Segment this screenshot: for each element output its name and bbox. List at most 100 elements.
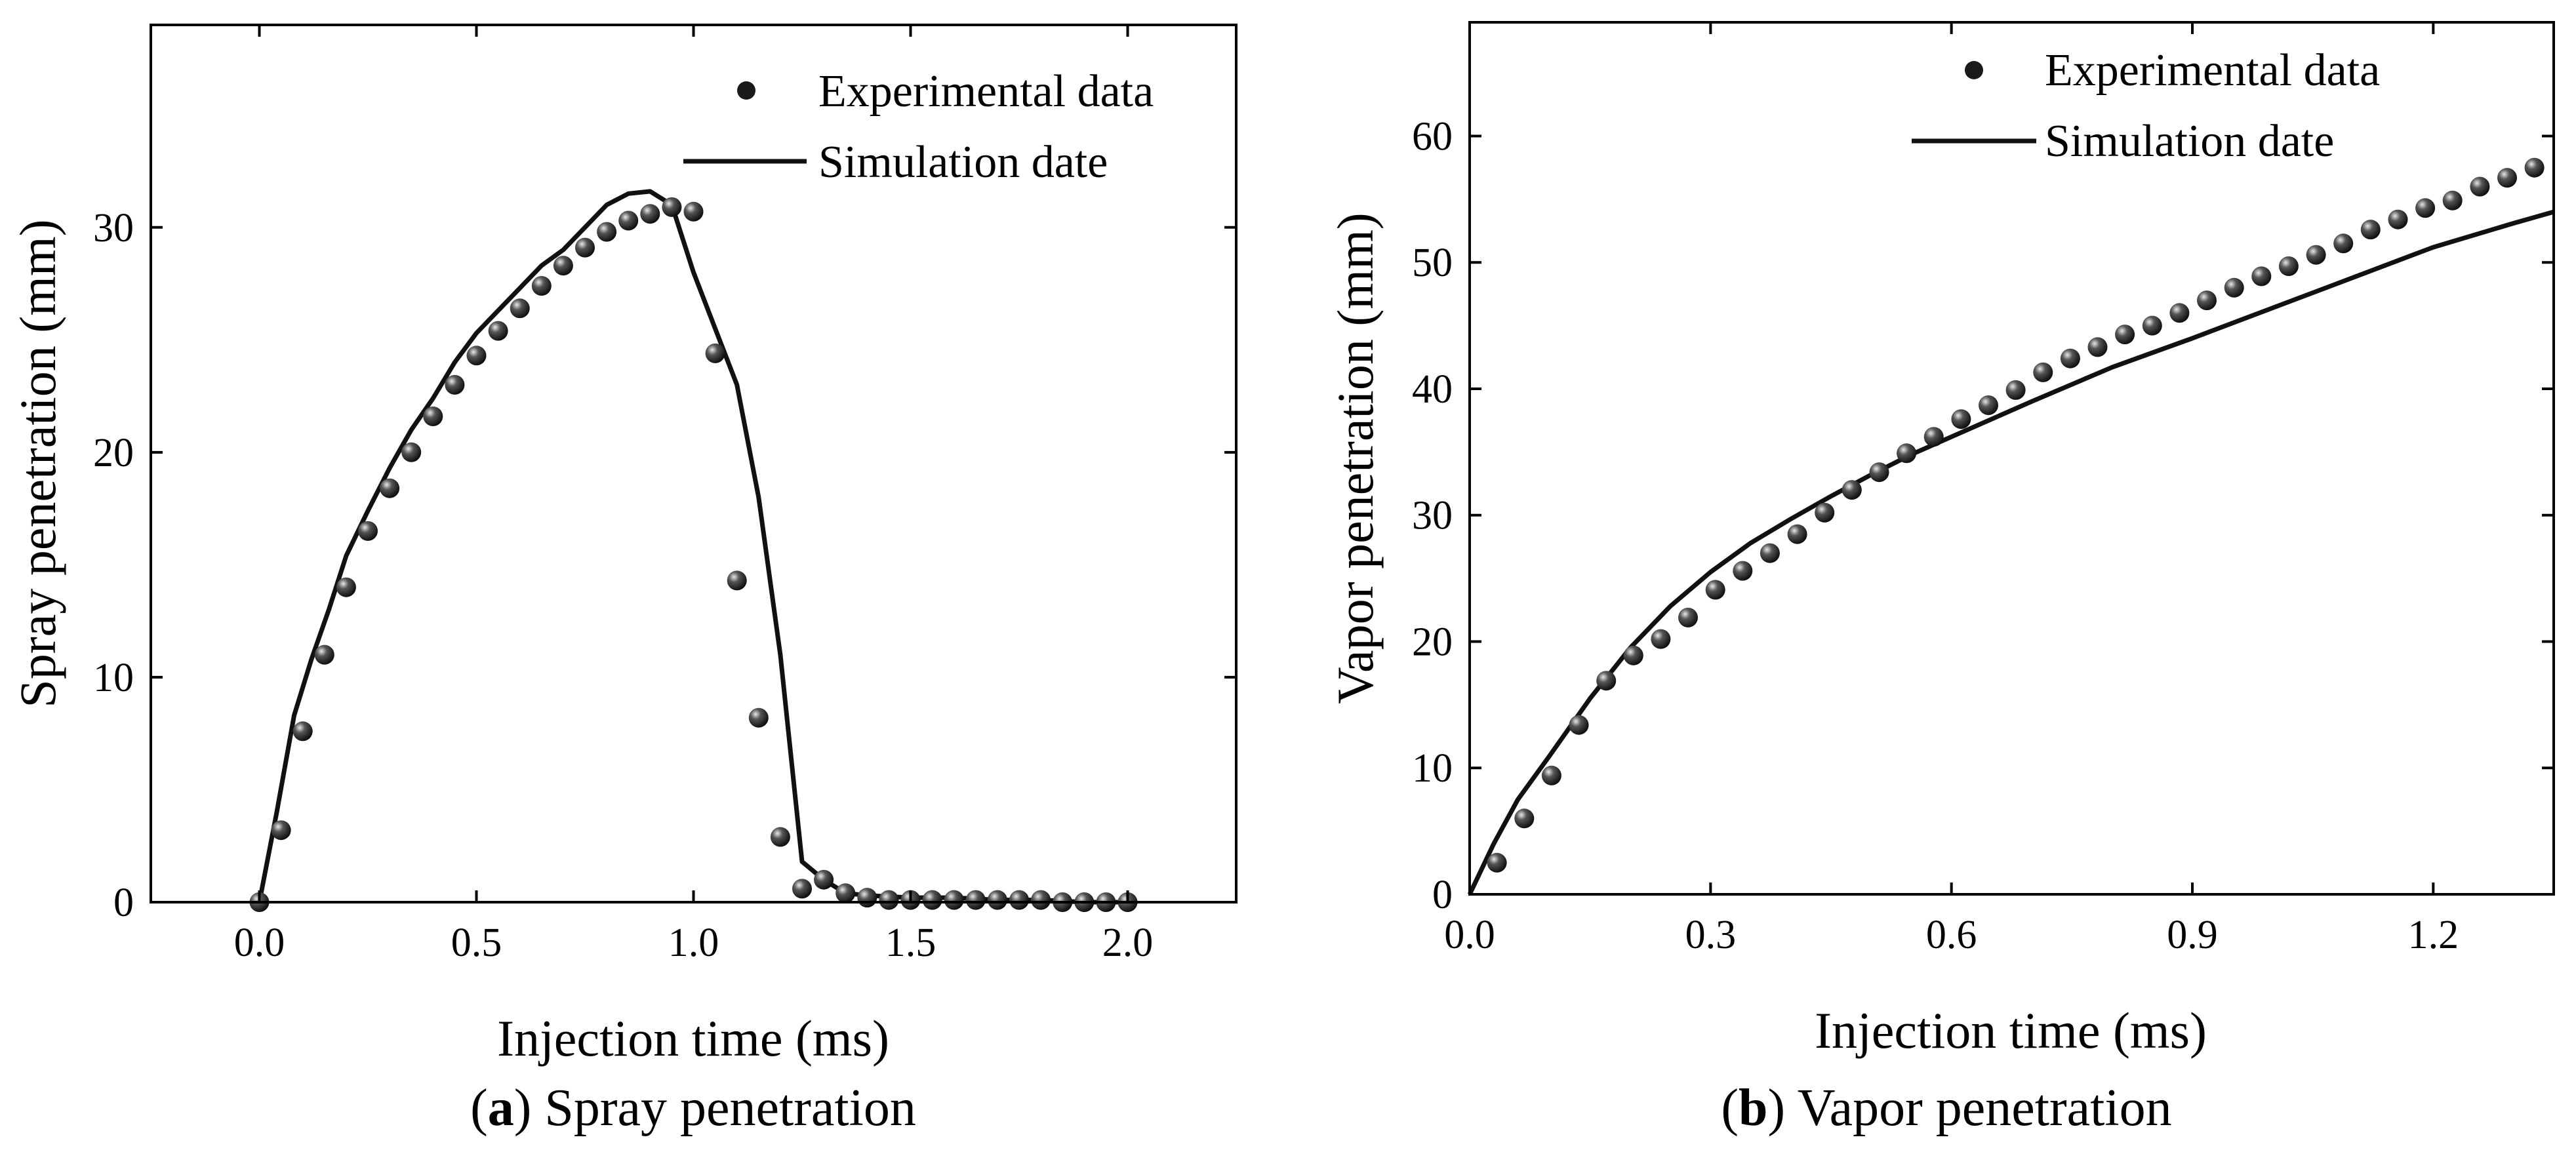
spray-experimental-point (271, 820, 291, 841)
spray-legend: Experimental data Simulation date (683, 66, 1154, 188)
spray-experimental-point (488, 321, 508, 341)
vapor-experimental-point (2060, 348, 2080, 368)
spray-y-tick-label: 10 (93, 656, 134, 700)
spray-caption-text: Spray penetration (531, 1079, 916, 1137)
vapor-x-tick-label: 0.3 (1685, 913, 1737, 957)
vapor-y-tick-label: 60 (1412, 114, 1453, 159)
spray-y-axis-title: Spray penetration (mm) (9, 219, 66, 707)
spray-x-tick-label: 1.5 (885, 921, 936, 965)
vapor-experimental-point (2497, 168, 2517, 188)
vapor-legend-simulation: Simulation date (2045, 116, 2334, 167)
spray-simulation-line (257, 189, 1128, 905)
spray-caption-paren-close: ) (514, 1079, 532, 1137)
vapor-experimental-point (1569, 715, 1589, 735)
vapor-y-tick-label: 0 (1432, 873, 1453, 917)
vapor-y-axis-title: Vapor penetration (mm) (1327, 212, 1384, 704)
vapor-experimental-point (1979, 395, 1998, 415)
spray-experimental-point (510, 298, 530, 319)
vapor-caption: (b) Vapor penetration (1721, 1079, 2171, 1137)
spray-x-axis-title: Injection time (ms) (497, 1010, 889, 1067)
vapor-experimental-point (1815, 502, 1835, 523)
spray-caption: (a) Spray penetration (470, 1079, 916, 1137)
spray-experimental-point (705, 343, 725, 363)
vapor-plot-marks (1467, 157, 2554, 896)
vapor-experimental-point (2142, 315, 2162, 336)
vapor-experimental-point (1760, 543, 1780, 563)
vapor-experimental-point (1487, 852, 1507, 873)
vapor-experimental-point (2360, 220, 2381, 240)
vapor-panel-letter: b (1739, 1079, 1768, 1137)
spray-legend-marker (737, 81, 755, 100)
vapor-y-tick-label: 30 (1412, 494, 1453, 538)
spray-experimental-point (814, 869, 834, 890)
spray-experimental-point (380, 478, 400, 498)
vapor-y-tick-label: 10 (1412, 746, 1453, 791)
spray-experimental-point (336, 577, 356, 597)
vapor-experimental-point (2388, 209, 2408, 229)
vapor-experimental-point (2115, 325, 2135, 345)
spray-experimental-point (879, 890, 899, 910)
vapor-y-tick-label: 50 (1412, 241, 1453, 285)
spray-experimental-point (597, 222, 617, 242)
spray-axis-ticks: 0.0 0.5 1.0 1.5 2.0 0 10 20 30 (93, 25, 1236, 965)
vapor-experimental-point (1733, 561, 1753, 581)
spray-experimental-point (965, 890, 986, 910)
vapor-experimental-point (2278, 256, 2299, 276)
spray-experimental-point (401, 442, 422, 462)
vapor-experimental-point (2224, 277, 2244, 298)
vapor-legend: Experimental data Simulation date (1912, 45, 2380, 167)
vapor-experimental-point (2087, 337, 2108, 357)
spray-penetration-panel: 0.0 0.5 1.0 1.5 2.0 0 10 20 30 Injection time (m… (9, 24, 1238, 1137)
vapor-experimental-point (2251, 266, 2272, 287)
vapor-experimental-point (1923, 427, 1944, 447)
spray-x-tick-label: 2.0 (1102, 921, 1154, 965)
spray-experimental-point (531, 276, 552, 296)
vapor-legend-experimental: Experimental data (2045, 45, 2380, 96)
spray-legend-simulation: Simulation date (818, 137, 1108, 188)
vapor-experimental-point (1678, 607, 1698, 627)
spray-experimental-point (618, 210, 639, 231)
vapor-experimental-point (1897, 443, 1917, 464)
vapor-caption-paren-open: ( (1721, 1079, 1739, 1137)
spray-legend-experimental: Experimental data (818, 66, 1154, 117)
vapor-experimental-point (2442, 190, 2463, 210)
spray-experimental-point (922, 890, 942, 910)
vapor-x-tick-label: 1.2 (2408, 913, 2459, 957)
vapor-experimental-point (1514, 808, 1535, 829)
vapor-experimental-point (2005, 380, 2026, 400)
spray-experimental-point (857, 888, 877, 908)
vapor-plot-frame (1468, 21, 2555, 896)
spray-experimental-point (423, 407, 443, 426)
vapor-axis-ticks: 0.0 0.3 0.6 0.9 1.2 0 10 20 30 40 50 60 (1412, 22, 2554, 957)
spray-x-tick-label: 0.5 (451, 921, 502, 965)
spray-y-tick-label: 0 (113, 881, 134, 925)
spray-y-tick-label: 30 (93, 206, 134, 250)
vapor-experimental-point (1705, 580, 1725, 600)
vapor-experimental-point (2169, 303, 2190, 323)
spray-experimental-point (314, 645, 334, 665)
vapor-experimental-point (2415, 198, 2436, 218)
vapor-experimental-point (1787, 524, 1807, 544)
vapor-simulation-line (1467, 209, 2554, 896)
spray-experimental-point (292, 721, 313, 742)
vapor-experimental-point (1623, 645, 1643, 665)
spray-experimental-point (662, 197, 682, 217)
spray-x-tick-label: 0.0 (234, 921, 285, 965)
spray-experimental-point (727, 570, 747, 591)
vapor-experimental-point (2197, 290, 2217, 311)
vapor-experimental-point (2033, 362, 2053, 382)
spray-experimental-point (792, 879, 812, 899)
vapor-legend-marker (1965, 61, 1983, 79)
vapor-x-tick-label: 0.9 (2167, 913, 2218, 957)
spray-experimental-point (683, 201, 704, 222)
vapor-caption-paren-close: ) (1768, 1079, 1786, 1137)
vapor-penetration-panel: 0.0 0.3 0.6 0.9 1.2 0 10 20 30 40 50 60 Injection t… (1327, 21, 2555, 1137)
vapor-y-tick-label: 40 (1412, 367, 1453, 412)
vapor-x-tick-label: 0.0 (1444, 913, 1495, 957)
vapor-y-tick-label: 20 (1412, 620, 1453, 664)
vapor-experimental-point (2470, 176, 2490, 197)
vapor-experimental-point (1841, 480, 1862, 500)
vapor-x-axis-title: Injection time (ms) (1815, 1002, 2207, 1059)
spray-experimental-point (770, 827, 790, 847)
